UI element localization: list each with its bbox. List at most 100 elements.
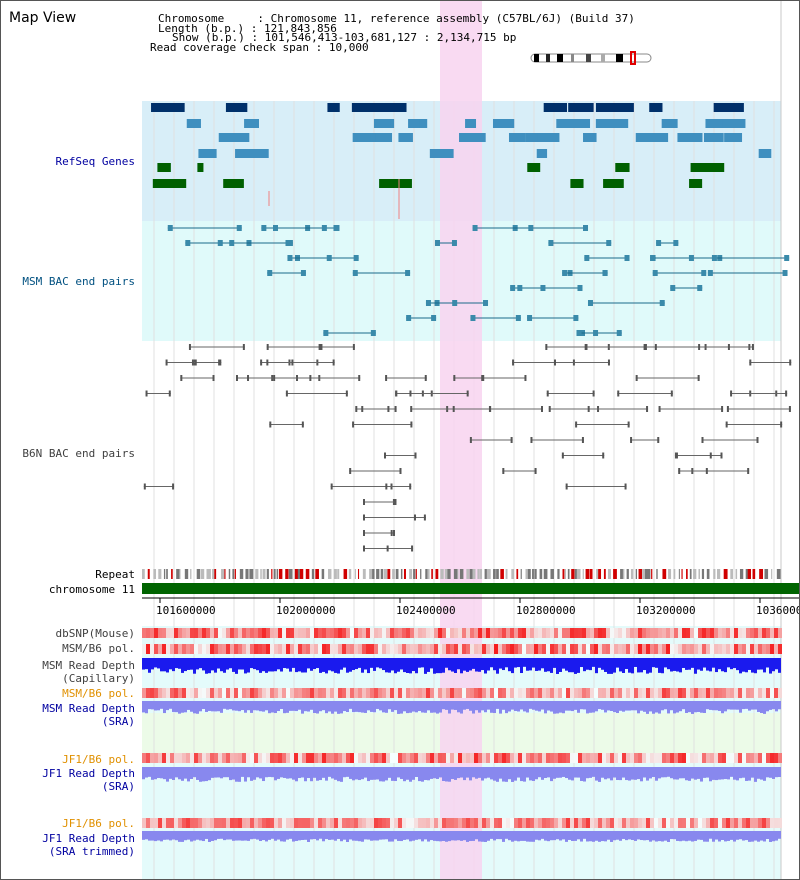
track-label-jf1-depth-sra[interactable]: JF1 Read Depth (SRA) <box>42 767 135 793</box>
track-label-refseq[interactable]: RefSeq Genes <box>55 155 135 168</box>
depth-bar <box>736 701 739 710</box>
msm-bac-end <box>217 240 223 246</box>
pol-heat-cell <box>542 644 546 654</box>
depth-bar <box>220 658 223 672</box>
track-label-jf1-depth-trimmed[interactable]: JF1 Read Depth (SRA trimmed) <box>42 832 135 858</box>
b6n-bac-end <box>395 390 398 397</box>
pol-heat-cell <box>754 753 758 763</box>
depth-bar <box>484 767 487 779</box>
depth-bar <box>256 831 259 840</box>
depth-bar <box>553 701 556 714</box>
pol-heat-cell <box>354 753 358 763</box>
depth-bar <box>253 701 256 711</box>
depth-bar <box>508 658 511 672</box>
pol-heat-cell <box>590 753 594 763</box>
depth-bar <box>199 658 202 669</box>
depth-bar <box>661 831 664 842</box>
repeat-element <box>380 569 384 579</box>
track-label-msm-bac[interactable]: MSM BAC end pairs <box>22 275 135 288</box>
depth-bar <box>367 831 370 840</box>
track-label-repeat[interactable]: Repeat <box>95 568 135 581</box>
depth-bar <box>436 658 439 674</box>
depth-bar <box>454 831 457 841</box>
pol-heat-cell <box>386 688 390 698</box>
depth-bar <box>580 658 583 668</box>
depth-bar <box>577 831 580 840</box>
refseq-gene <box>595 103 618 112</box>
track-label-msm-b6-pol-1[interactable]: MSM/B6 pol. <box>62 642 135 655</box>
pol-heat-cell <box>494 628 498 638</box>
pol-heat-cell <box>330 688 334 698</box>
track-label-jf1-b6-pol-1[interactable]: JF1/B6 pol. <box>62 753 135 766</box>
pol-heat-cell <box>158 644 162 654</box>
depth-bar <box>670 767 673 779</box>
pol-heat-cell <box>166 753 170 763</box>
track-label-msm-depth-sra[interactable]: MSM Read Depth (SRA) <box>42 702 135 728</box>
pol-heat-cell <box>654 628 658 638</box>
b6n-bac-end <box>548 406 551 412</box>
depth-bar <box>601 701 604 710</box>
depth-bar <box>625 701 628 711</box>
depth-bar <box>484 701 487 713</box>
repeat-element <box>613 569 617 579</box>
pol-heat-cell <box>646 688 650 698</box>
depth-bar <box>718 701 721 711</box>
depth-bar <box>577 767 580 778</box>
pol-heat-cell <box>586 688 590 698</box>
pol-heat-cell <box>218 688 222 698</box>
pol-heat-cell <box>370 818 374 828</box>
b6n-bac-end <box>725 421 728 428</box>
pol-heat-cell <box>298 688 302 698</box>
pol-heat-cell <box>166 628 170 638</box>
pol-heat-cell <box>566 688 570 698</box>
track-label-jf1-b6-pol-2[interactable]: JF1/B6 pol. <box>62 817 135 830</box>
pol-heat-cell <box>554 818 558 828</box>
repeat-element <box>214 569 217 579</box>
pol-heat-cell <box>386 753 390 763</box>
b6n-bac-end <box>266 344 269 350</box>
pol-heat-cell <box>174 628 178 638</box>
repeat-element <box>656 569 658 579</box>
pol-heat-cell <box>702 644 706 654</box>
b6n-bac-end <box>670 390 673 397</box>
refseq-gene <box>373 133 393 142</box>
pol-heat-cell <box>774 628 778 638</box>
pol-heat-cell <box>702 753 706 763</box>
repeat-element <box>557 569 560 579</box>
depth-bar <box>718 831 721 842</box>
pol-heat-cell <box>202 644 206 654</box>
depth-bar <box>241 831 244 841</box>
repeat-element <box>221 569 225 579</box>
depth-bar <box>451 658 454 672</box>
depth-bar <box>268 701 271 714</box>
pol-heat-cell <box>206 688 210 698</box>
pol-heat-cell <box>410 818 414 828</box>
pol-heat-cell <box>742 644 746 654</box>
depth-bar <box>748 701 751 711</box>
track-label-msm-b6-pol-2[interactable]: MSM/B6 pol. <box>62 687 135 700</box>
depth-bar <box>301 658 304 673</box>
depth-bar <box>301 701 304 714</box>
pol-heat-cell <box>254 644 258 654</box>
pol-heat-cell <box>378 818 382 828</box>
depth-bar <box>643 831 646 841</box>
pol-heat-cell <box>662 753 666 763</box>
depth-bar <box>190 701 193 712</box>
depth-bar <box>190 658 193 670</box>
depth-bar <box>226 767 229 778</box>
depth-bar <box>550 658 553 673</box>
track-label-chromosome[interactable]: chromosome 11 <box>48 583 135 596</box>
track-label-dbsnp[interactable]: dbSNP(Mouse) <box>55 627 135 640</box>
track-label-msm-depth-capillary[interactable]: MSM Read Depth (Capillary) <box>42 659 135 685</box>
depth-bar <box>193 658 196 674</box>
depth-bar <box>199 767 202 782</box>
pol-heat-cell <box>274 818 278 828</box>
depth-bar <box>397 658 400 672</box>
pol-heat-cell <box>774 688 778 698</box>
depth-bar <box>517 831 520 842</box>
pol-heat-cell <box>718 688 722 698</box>
pol-heat-cell <box>230 644 234 654</box>
track-label-b6n-bac[interactable]: B6N BAC end pairs <box>22 447 135 460</box>
repeat-element <box>392 569 395 579</box>
